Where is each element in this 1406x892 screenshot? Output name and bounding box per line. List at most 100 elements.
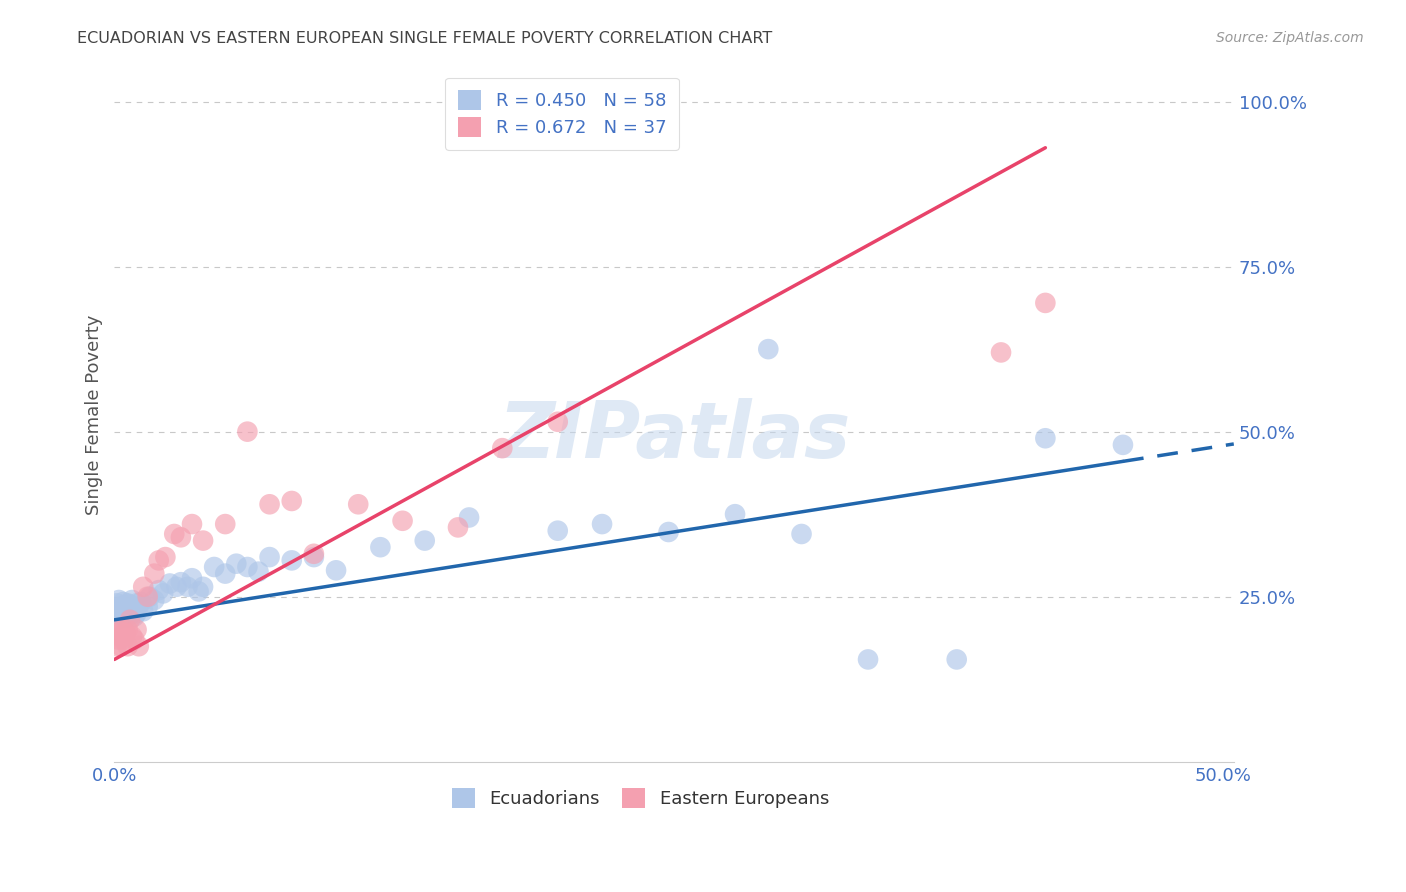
Point	[280, 494, 302, 508]
Point	[117, 606, 139, 620]
Point	[148, 583, 170, 598]
Point	[105, 626, 128, 640]
Point	[447, 520, 470, 534]
Legend: Ecuadorians, Eastern Europeans: Ecuadorians, Eastern Europeans	[444, 780, 837, 815]
Point	[591, 517, 613, 532]
Point	[108, 593, 131, 607]
Point	[124, 601, 146, 615]
Point	[225, 557, 247, 571]
Point	[143, 593, 166, 607]
Point	[370, 540, 392, 554]
Point	[236, 425, 259, 439]
Point	[105, 606, 128, 620]
Point	[302, 547, 325, 561]
Point	[114, 611, 136, 625]
Point	[110, 639, 132, 653]
Point	[112, 623, 135, 637]
Point	[280, 553, 302, 567]
Point	[112, 604, 135, 618]
Point	[118, 613, 141, 627]
Point	[110, 609, 132, 624]
Point	[181, 517, 204, 532]
Point	[110, 599, 132, 614]
Point	[491, 441, 513, 455]
Point	[181, 571, 204, 585]
Point	[136, 599, 159, 614]
Point	[125, 606, 148, 620]
Point	[170, 530, 193, 544]
Point	[756, 342, 779, 356]
Point	[159, 576, 181, 591]
Point	[191, 533, 214, 548]
Point	[118, 608, 141, 623]
Point	[413, 533, 436, 548]
Point	[118, 598, 141, 612]
Point	[112, 595, 135, 609]
Point	[155, 550, 177, 565]
Text: ECUADORIAN VS EASTERN EUROPEAN SINGLE FEMALE POVERTY CORRELATION CHART: ECUADORIAN VS EASTERN EUROPEAN SINGLE FE…	[77, 31, 772, 46]
Point	[458, 510, 481, 524]
Text: ZIPatlas: ZIPatlas	[498, 398, 851, 474]
Point	[117, 639, 139, 653]
Point	[347, 497, 370, 511]
Point	[724, 507, 747, 521]
Point	[128, 599, 150, 614]
Point	[112, 632, 135, 647]
Point	[121, 603, 143, 617]
Y-axis label: Single Female Poverty: Single Female Poverty	[86, 315, 103, 516]
Point	[132, 580, 155, 594]
Point	[132, 604, 155, 618]
Point	[1112, 438, 1135, 452]
Point	[170, 575, 193, 590]
Point	[105, 596, 128, 610]
Point	[117, 623, 139, 637]
Point	[108, 632, 131, 647]
Point	[547, 415, 569, 429]
Point	[214, 517, 236, 532]
Point	[259, 497, 281, 511]
Point	[547, 524, 569, 538]
Text: Source: ZipAtlas.com: Source: ZipAtlas.com	[1216, 31, 1364, 45]
Point	[247, 565, 270, 579]
Point	[259, 550, 281, 565]
Point	[124, 632, 146, 647]
Point	[176, 580, 198, 594]
Point	[152, 586, 174, 600]
Point	[163, 527, 186, 541]
Point	[148, 553, 170, 567]
Point	[128, 639, 150, 653]
Point	[187, 584, 209, 599]
Point	[125, 596, 148, 610]
Point	[790, 527, 813, 541]
Point	[945, 652, 967, 666]
Point	[391, 514, 413, 528]
Point	[121, 629, 143, 643]
Point	[124, 609, 146, 624]
Point	[129, 595, 152, 609]
Point	[214, 566, 236, 581]
Point	[105, 613, 128, 627]
Point	[302, 550, 325, 565]
Point	[191, 580, 214, 594]
Point	[658, 524, 681, 539]
Point	[117, 596, 139, 610]
Point	[108, 603, 131, 617]
Point	[125, 623, 148, 637]
Point	[143, 566, 166, 581]
Point	[202, 560, 225, 574]
Point	[1035, 296, 1057, 310]
Point	[121, 593, 143, 607]
Point	[990, 345, 1012, 359]
Point	[108, 623, 131, 637]
Point	[1035, 431, 1057, 445]
Point	[114, 599, 136, 614]
Point	[139, 590, 162, 604]
Point	[856, 652, 879, 666]
Point	[110, 629, 132, 643]
Point	[136, 590, 159, 604]
Point	[114, 626, 136, 640]
Point	[325, 563, 347, 577]
Point	[105, 639, 128, 653]
Point	[236, 560, 259, 574]
Point	[166, 580, 188, 594]
